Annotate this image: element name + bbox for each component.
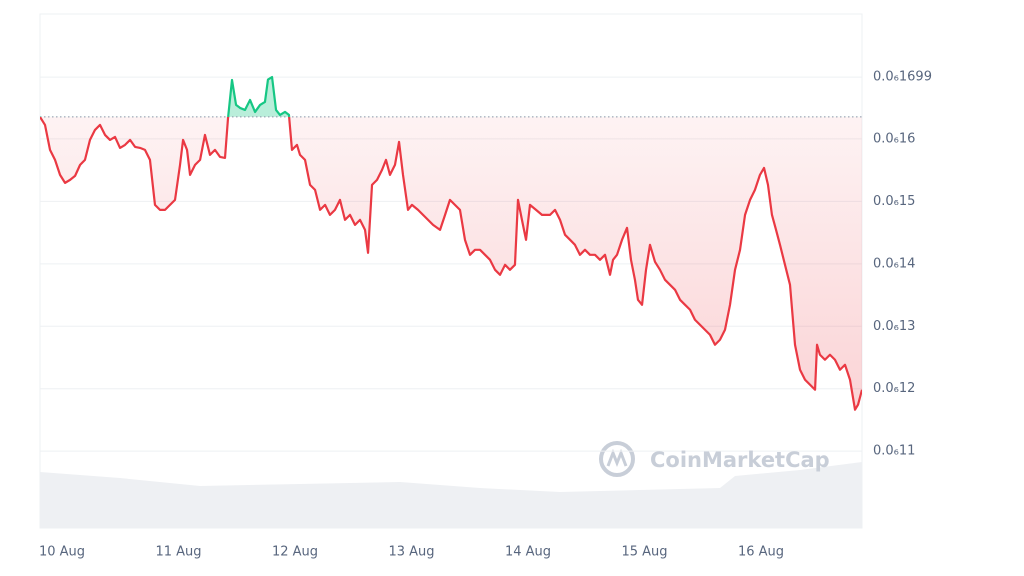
x-tick-label: 10 Aug <box>39 545 85 560</box>
area-fill-down <box>40 116 862 410</box>
x-tick-label: 14 Aug <box>505 545 551 560</box>
y-tick-label: 0.0₆11 <box>873 444 915 459</box>
x-tick-label: 13 Aug <box>388 545 434 560</box>
volume-area <box>40 462 862 528</box>
y-tick-label: 0.0₆13 <box>873 319 915 334</box>
x-tick-label: 16 Aug <box>738 545 784 560</box>
x-tick-label: 11 Aug <box>155 545 201 560</box>
y-tick-label: 0.0₆12 <box>873 381 915 396</box>
y-tick-label: 0.0₆1699 <box>873 70 932 85</box>
y-tick-label: 0.0₆16 <box>873 131 915 146</box>
watermark-logo <box>599 441 635 477</box>
watermark: CoinMarketCap <box>650 448 830 472</box>
x-tick-label: 12 Aug <box>272 545 318 560</box>
y-tick-label: 0.0₆15 <box>873 194 915 209</box>
price-line-down <box>40 116 862 411</box>
area-fill-up <box>40 77 290 117</box>
x-tick-label: 15 Aug <box>621 545 667 560</box>
y-tick-label: 0.0₆14 <box>873 256 915 271</box>
